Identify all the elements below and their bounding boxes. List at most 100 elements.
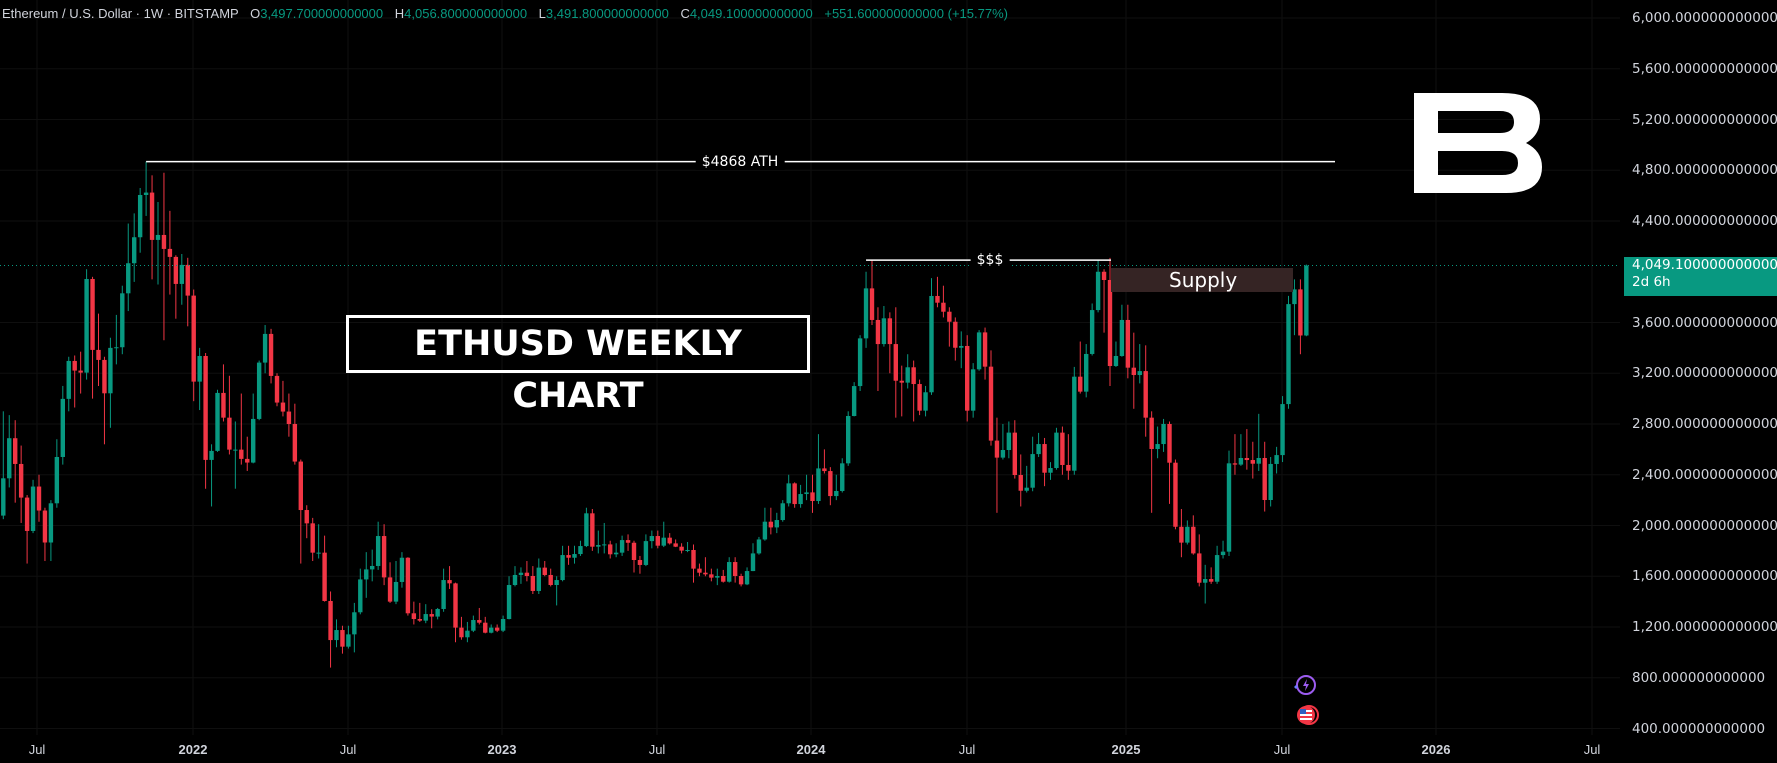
candle-body — [292, 424, 298, 462]
liquidity-label[interactable]: $$$ — [970, 252, 1010, 269]
candle-body — [441, 580, 446, 609]
candle-body — [1155, 444, 1160, 449]
candle-body — [310, 523, 315, 553]
candle-body — [120, 293, 125, 348]
candle-body — [161, 234, 167, 249]
candle-body — [262, 333, 268, 363]
candle — [810, 474, 815, 513]
candle — [935, 276, 940, 308]
x-tick: Jul — [648, 742, 666, 757]
y-tick: 2,400.000000000000 — [1632, 466, 1777, 483]
candle-body — [334, 630, 339, 641]
candle-body — [738, 575, 744, 585]
candle — [262, 325, 268, 374]
lightning-icon[interactable] — [1290, 673, 1318, 697]
candle-body — [1179, 526, 1184, 543]
candle-body — [393, 581, 399, 602]
candle-body — [679, 546, 684, 551]
candle-body — [155, 234, 161, 240]
candle — [132, 213, 137, 282]
candle — [66, 356, 71, 412]
candle — [155, 201, 161, 285]
last-price-tag: 4,049.100000000000 2d 6h — [1624, 257, 1777, 296]
candle-body — [114, 347, 119, 349]
candle — [405, 557, 411, 616]
candle — [221, 364, 226, 422]
candle-body — [215, 392, 220, 451]
candle — [1220, 540, 1226, 559]
candle — [399, 552, 405, 588]
supply-label: Supply — [1169, 268, 1238, 292]
candle — [911, 360, 916, 422]
candle — [566, 545, 571, 565]
x-tick: 2022 — [178, 742, 208, 757]
candle-body — [923, 392, 928, 411]
candle — [721, 569, 726, 583]
candle — [887, 312, 893, 374]
candle-body — [423, 614, 428, 621]
candle — [1292, 279, 1297, 336]
candle-body — [1149, 417, 1154, 449]
candle — [1042, 437, 1047, 487]
candle-body — [566, 555, 571, 558]
candle-body — [691, 549, 696, 569]
candle-body — [840, 463, 845, 491]
candle — [976, 330, 982, 371]
candle-body — [453, 583, 458, 628]
candle-body — [1185, 526, 1190, 543]
candle-body — [42, 510, 48, 543]
candle — [1089, 303, 1095, 356]
candle — [697, 563, 702, 577]
candle — [518, 567, 524, 584]
candle — [173, 255, 179, 319]
candle-body — [1214, 555, 1220, 582]
candle-body — [1113, 355, 1119, 367]
candle-body — [405, 557, 411, 614]
supply-zone[interactable]: Supply — [1111, 268, 1293, 292]
candle-body — [78, 370, 83, 373]
candle-body — [608, 544, 613, 555]
candle — [637, 555, 643, 574]
candle — [114, 314, 119, 365]
candle-body — [1292, 289, 1297, 305]
candle — [477, 607, 482, 625]
candle-body — [459, 627, 464, 638]
candle-body — [1161, 424, 1166, 445]
us-flag-icon[interactable] — [1292, 703, 1320, 727]
candlestick-chart[interactable] — [0, 0, 1620, 763]
candle-body — [500, 619, 506, 631]
candle-body — [1000, 450, 1006, 458]
candle — [756, 536, 762, 555]
candle — [245, 436, 250, 471]
candle-body — [518, 572, 524, 575]
candle — [1244, 429, 1250, 470]
candle-body — [857, 338, 863, 387]
candle — [364, 552, 369, 598]
ath-label[interactable]: $4868 ATH — [695, 153, 785, 170]
candle — [685, 541, 690, 553]
candle — [673, 539, 678, 548]
candle-body — [1137, 371, 1142, 376]
symbol-legend[interactable]: Ethereum / U.S. Dollar · 1W · BITSTAMP O… — [2, 6, 1008, 21]
price-axis[interactable]: 6,000.000000000000 5,600.000000000000 5,20… — [1620, 0, 1777, 763]
candle — [792, 482, 797, 508]
chart-title-annotation[interactable]: ETHUSD WEEKLY CHART — [346, 315, 810, 416]
candle — [1078, 341, 1083, 394]
candle-body — [197, 355, 202, 382]
candle-body — [637, 560, 643, 565]
candle — [298, 459, 303, 564]
candle-body — [625, 540, 631, 543]
candle-body — [1054, 432, 1059, 469]
candle — [893, 307, 898, 418]
candle — [1048, 462, 1053, 480]
candle-body — [1119, 319, 1125, 356]
candle — [703, 557, 708, 577]
candle-body — [649, 536, 655, 542]
candle-body — [185, 264, 190, 296]
candle-body — [18, 463, 24, 498]
candle-body — [542, 567, 547, 575]
candle — [863, 271, 869, 348]
candle — [768, 507, 774, 535]
candle — [96, 313, 101, 386]
candle-body — [750, 553, 756, 572]
